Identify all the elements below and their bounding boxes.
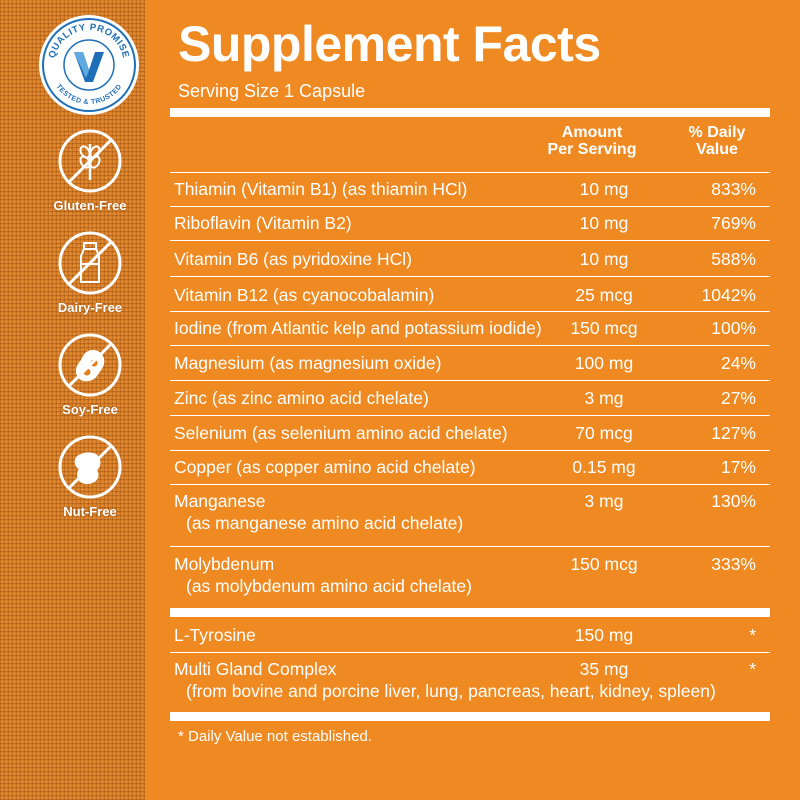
badge-dairy-free: Dairy-Free [40,230,140,315]
divider [170,415,770,416]
badge-gluten-free: Gluten-Free [40,128,140,213]
amount-header-line2: Per Serving [547,141,637,158]
nutrient-name: Copper (as copper amino acid chelate) [174,457,476,477]
dv-header: % Daily Value [670,124,764,158]
amount-header-line1: Amount [561,124,623,141]
nutrient-amount: 3 mg [584,491,624,511]
divider [170,652,770,653]
divider [170,311,770,312]
nutrient-name: Zinc (as zinc amino acid chelate) [174,388,429,408]
ingredient-name: Multi Gland Complex [174,659,337,679]
burlap-strip [0,0,145,800]
badge-label: Dairy-Free [57,300,123,315]
nutrient-dv: 27% [720,388,756,408]
nutrient-dv: 17% [720,457,756,477]
nutrient-name: Manganese [174,491,266,511]
ingredient-dv: * [749,625,756,645]
nutrient-amount: 25 mcg [575,285,633,305]
nutrient-amount: 150 mcg [570,554,638,574]
nutrient-dv: 100% [711,318,756,338]
nutrient-source: (as molybdenum amino acid chelate) [186,576,472,596]
nutrient-source: (as manganese amino acid chelate) [186,513,464,533]
ingredient-amount: 35 mg [579,659,629,679]
nutrient-amount: 10 mg [579,249,629,269]
divider [170,345,770,346]
nutrient-name: Iodine (from Atlantic kelp and potassium… [174,318,542,338]
badge-nut-free: Nut-Free [40,434,140,519]
divider [170,546,770,547]
nutrient-amount: 100 mg [574,353,634,373]
divider-thick [170,608,770,617]
nutrient-amount: 0.15 mg [572,457,636,477]
divider [170,450,770,451]
quality-seal-icon: QUALITY PROMISE TESTED & TRUSTED [39,15,139,115]
divider [170,380,770,381]
nutrient-dv: 833% [711,179,756,199]
nutrient-dv: 24% [720,353,756,373]
badge-label: Nut-Free [63,504,117,519]
nutrient-dv: 127% [711,423,756,443]
divider [170,484,770,485]
nutrient-amount: 70 mcg [575,423,633,443]
badge-soy-free: Soy-Free [40,332,140,417]
nutrient-name: Magnesium (as magnesium oxide) [174,353,442,373]
nutrient-dv: 588% [711,249,756,269]
divider [170,240,770,241]
amount-header: Amount Per Serving [532,124,652,158]
nutrient-dv: 130% [711,491,756,511]
soybean-icon [58,333,122,397]
nutrient-name: Vitamin B6 (as pyridoxine HCl) [174,249,412,269]
ingredient-amount: 150 mg [574,625,634,645]
nutrient-name: Vitamin B12 (as cyanocobalamin) [174,285,435,305]
bottle-icon [58,231,122,295]
nutrient-name: Selenium (as selenium amino acid chelate… [174,423,508,443]
wheat-icon [58,129,122,193]
dv-header-line1: % Daily [688,124,746,141]
peanut-icon [58,435,122,499]
nutrient-amount: 10 mg [579,213,629,233]
nutrient-name: Thiamin (Vitamin B1) (as thiamin HCl) [174,179,468,199]
ingredient-name: L-Tyrosine [174,625,256,645]
nutrient-dv: 769% [711,213,756,233]
footnote: * Daily Value not established. [178,728,373,745]
nutrient-name: Molybdenum [174,554,275,574]
serving-size: Serving Size 1 Capsule [178,81,366,101]
nutrient-amount: 10 mg [579,179,629,199]
nutrient-amount: 150 mcg [570,318,638,338]
page-title: Supplement Facts [178,16,601,72]
supplement-facts-panel: Supplement Facts Serving Size 1 Capsule … [160,0,800,800]
badge-label: Soy-Free [62,402,118,417]
divider-thick [170,108,770,117]
nutrient-name: Riboflavin (Vitamin B2) [174,213,352,233]
divider-thick [170,712,770,721]
divider [170,172,770,173]
nutrient-dv: 1042% [701,285,757,305]
ingredient-dv: * [749,659,756,679]
ingredient-source: (from bovine and porcine liver, lung, pa… [186,681,716,701]
divider [170,206,770,207]
dv-header-line2: Value [696,141,738,158]
nutrient-amount: 3 mg [584,388,624,408]
divider [170,276,770,277]
badge-label: Gluten-Free [53,198,127,213]
nutrient-dv: 333% [711,554,756,574]
